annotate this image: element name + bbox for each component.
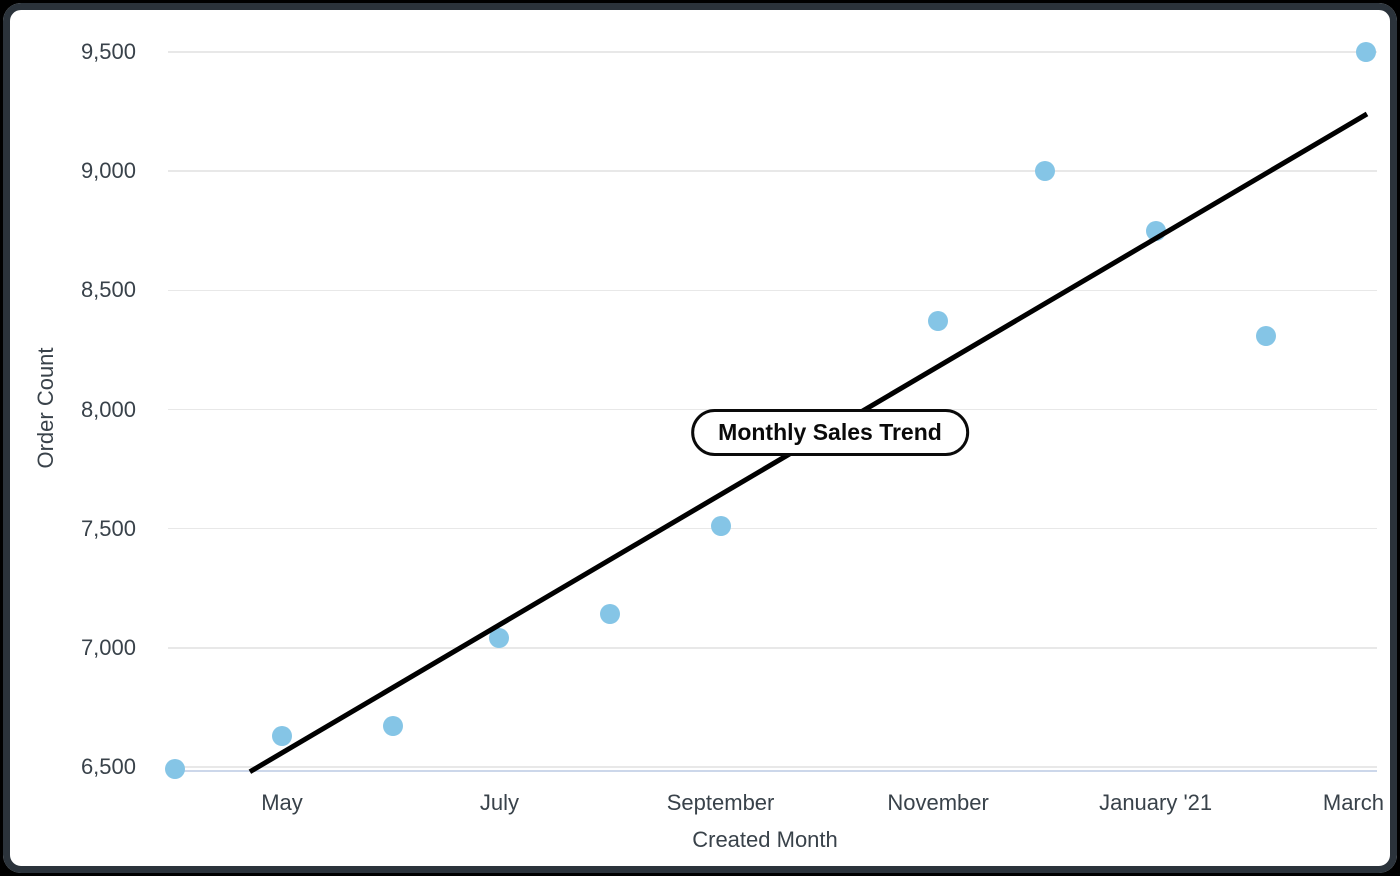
y-axis-tick-label: 8,000 [80, 396, 136, 422]
y-gridline [168, 647, 1377, 649]
x-axis-tick-label: March [1322, 790, 1384, 815]
x-axis-tick-label: January '21 [1099, 790, 1213, 815]
data-point-december[interactable] [1035, 161, 1056, 182]
y-axis-tick-label: 7,000 [80, 634, 136, 660]
y-axis-tick-label: 9,000 [80, 158, 136, 184]
x-axis-tick-label: July [479, 790, 520, 815]
data-point-september[interactable] [710, 516, 731, 537]
chart-title-label: Monthly Sales Trend [718, 419, 942, 445]
chart-title-pill: Monthly Sales Trend [691, 409, 969, 456]
y-gridline [168, 170, 1377, 172]
y-axis-title: Order Count [33, 347, 58, 469]
data-point-january-21[interactable] [1145, 220, 1166, 241]
y-gridline [168, 766, 1377, 768]
x-axis-title: Created Month [692, 827, 838, 852]
data-point-march[interactable] [1356, 42, 1376, 62]
x-axis-tick-label: November [887, 790, 989, 815]
data-point-august[interactable] [600, 604, 621, 625]
data-point-november[interactable] [928, 311, 949, 332]
data-point-july[interactable] [489, 628, 510, 649]
y-axis-tick-label: 8,500 [80, 277, 136, 303]
y-gridline [168, 527, 1377, 530]
data-point-april[interactable] [165, 759, 185, 780]
data-point-february[interactable] [1256, 325, 1277, 346]
y-axis-tick-label: 6,500 [80, 754, 136, 779]
x-axis-tick-label: May [261, 790, 303, 815]
y-axis-tick-label: 7,500 [80, 515, 136, 541]
data-point-may[interactable] [271, 726, 292, 747]
x-axis-tick-label: September [666, 790, 775, 815]
y-axis-tick-label: 9,500 [80, 39, 136, 64]
y-gridline [168, 289, 1377, 292]
data-point-june[interactable] [382, 716, 403, 737]
y-gridline [168, 51, 1377, 53]
x-axis-line [168, 770, 1377, 772]
